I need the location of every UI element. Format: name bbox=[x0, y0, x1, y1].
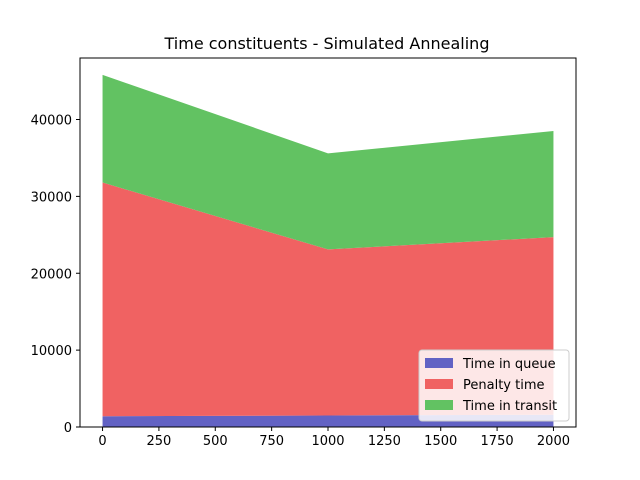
legend-label-1: Time in queue bbox=[462, 357, 556, 372]
legend-box bbox=[418, 349, 570, 422]
y-tick-label: 0 bbox=[64, 421, 72, 436]
y-tick-label: 40000 bbox=[31, 114, 72, 129]
x-tick-label: 750 bbox=[259, 434, 284, 449]
legend-swatch-3 bbox=[425, 400, 453, 410]
chart-title: Time constituents - Simulated Annealing bbox=[164, 34, 490, 53]
y-axis-ticks: 0 10000 20000 30000 40000 bbox=[31, 114, 80, 436]
legend-swatch-1 bbox=[425, 358, 453, 368]
x-tick-label: 1500 bbox=[424, 434, 457, 449]
x-tick-label: 0 bbox=[98, 434, 106, 449]
area-series-3 bbox=[102, 74, 554, 250]
legend-label-3: Time in transit bbox=[462, 399, 557, 414]
legend-label-2: Penalty time bbox=[463, 378, 545, 393]
x-tick-label: 1250 bbox=[368, 434, 401, 449]
x-axis-ticks: 0 250 500 750 1000 1250 1500 1750 2000 bbox=[98, 427, 570, 449]
x-tick-label: 1750 bbox=[481, 434, 514, 449]
y-tick-label: 10000 bbox=[31, 344, 72, 359]
x-tick-label: 2000 bbox=[537, 434, 570, 449]
x-tick-label: 250 bbox=[146, 434, 171, 449]
x-tick-label: 1000 bbox=[311, 434, 344, 449]
x-tick-label: 500 bbox=[203, 434, 228, 449]
y-tick-label: 30000 bbox=[31, 190, 72, 205]
y-tick-label: 20000 bbox=[31, 267, 72, 282]
legend-swatch-2 bbox=[425, 379, 453, 389]
legend: Time in queue Penalty time Time in transit bbox=[418, 349, 570, 422]
